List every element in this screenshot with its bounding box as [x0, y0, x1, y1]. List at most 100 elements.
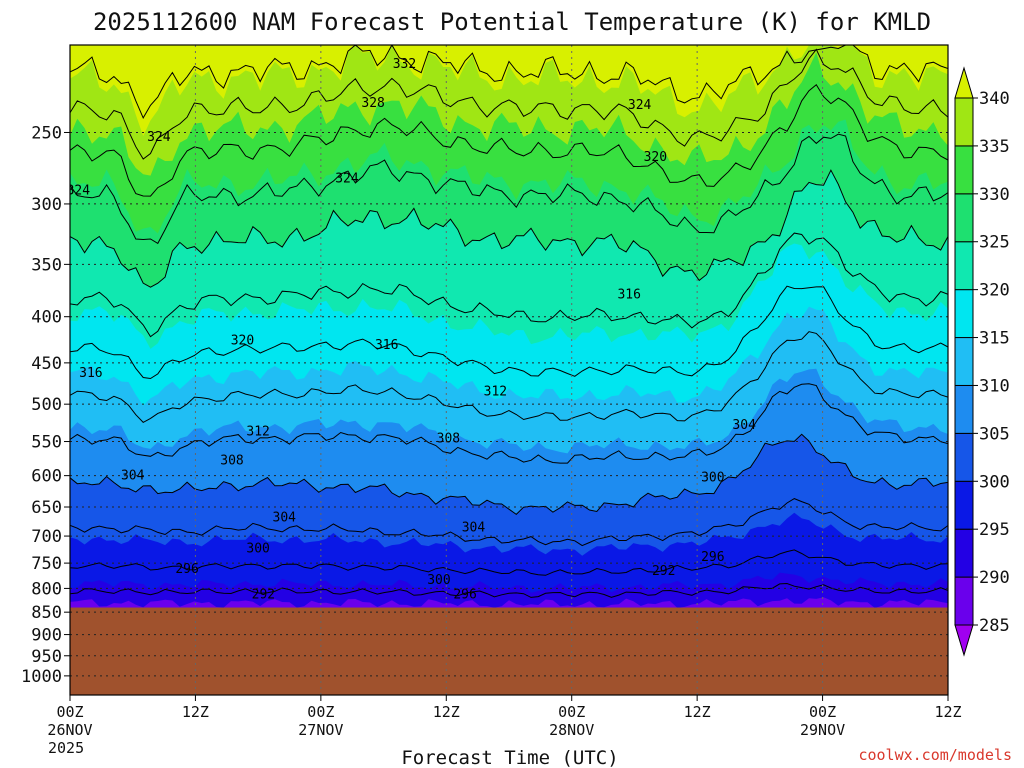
- contour-336: [70, 45, 948, 120]
- y-tick-label: 850: [31, 603, 62, 623]
- contour-320: [70, 169, 948, 288]
- y-tick-label: 350: [31, 255, 62, 275]
- contour-label: 324: [67, 184, 91, 199]
- contour-296: [70, 498, 948, 547]
- contour-324: [70, 133, 948, 245]
- y-tick-label: 650: [31, 498, 62, 518]
- colorbar: 285 290 295 300 305 310 315 320 325 330 335 340: [954, 66, 1010, 657]
- colorbar-segment: [954, 337, 974, 386]
- y-tick-label: 400: [31, 308, 62, 328]
- colorbar-label: 315: [979, 329, 1010, 349]
- colorbar-top-arrow: [954, 66, 974, 99]
- x-tick-label: 12Z: [934, 703, 961, 721]
- filled-contour-bands: [70, 45, 948, 695]
- contour-labels: 332 328 324 324 320 324 324 316 320 316 316 312 304 3…: [67, 57, 756, 603]
- colorbar-segment: [954, 384, 974, 434]
- contour-label: 304: [462, 521, 486, 536]
- colorbar-label: 335: [979, 137, 1010, 157]
- contour-label: 332: [393, 57, 416, 72]
- contour-300: [70, 433, 948, 516]
- x-tick-label: 12Z: [433, 703, 460, 721]
- chart-title: 2025112600 NAM Forecast Potential Temper…: [93, 8, 931, 36]
- colorbar-label: 300: [979, 472, 1010, 492]
- y-tick-label: 250: [31, 123, 62, 143]
- y-axis-ticks: 250 300 350 400 450 500 550 600 650 700 750 800 850 9…: [21, 123, 70, 687]
- contour-label: 316: [79, 366, 102, 381]
- colorbar-segment: [954, 528, 974, 578]
- x-axis-label: Forecast Time (UTC): [401, 747, 618, 768]
- x-tick-label: 28NOV: [549, 721, 594, 739]
- colorbar-label: 325: [979, 233, 1010, 253]
- contour-label: 324: [147, 130, 171, 145]
- contour-label: 300: [701, 471, 724, 486]
- x-tick-label: 26NOV: [47, 721, 92, 739]
- x-tick-label: 00Z: [56, 703, 83, 721]
- contour-label: 312: [246, 424, 269, 439]
- contour-label: 292: [652, 564, 675, 579]
- contour-label: 324: [628, 98, 652, 113]
- colorbar-segment: [954, 193, 974, 243]
- contour-328: [70, 83, 948, 197]
- x-tick-label: 00Z: [307, 703, 334, 721]
- y-tick-label: 600: [31, 467, 62, 487]
- contour-308: [70, 331, 948, 424]
- contour-label: 320: [644, 150, 667, 165]
- colorbar-segment: [954, 480, 974, 530]
- contour-label: 324: [335, 171, 359, 186]
- contour-label: 312: [484, 384, 507, 399]
- contour-label: 304: [732, 418, 756, 433]
- contour-288: [70, 582, 948, 598]
- x-tick-label: 29NOV: [800, 721, 845, 739]
- colorbar-label: 310: [979, 376, 1010, 396]
- contour-label: 316: [617, 288, 640, 303]
- x-tick-label: 12Z: [182, 703, 209, 721]
- colorbar-segment: [954, 145, 974, 195]
- contour-label: 292: [252, 588, 275, 603]
- y-tick-label: 1000: [21, 667, 62, 687]
- contour-label: 304: [273, 511, 297, 526]
- colorbar-label: 290: [979, 568, 1010, 588]
- y-tick-label: 900: [31, 626, 62, 646]
- colorbar-segment: [954, 97, 974, 147]
- plot-area: 332 328 324 324 320 324 324 316 320 316 316 312 304 3…: [67, 45, 948, 695]
- colorbar-bottom-arrow: [954, 624, 974, 657]
- colorbar-label: 305: [979, 424, 1010, 444]
- y-tick-label: 800: [31, 579, 62, 599]
- colorbar-label: 330: [979, 185, 1010, 205]
- contour-label: 308: [437, 432, 460, 447]
- x-tick-label: 2025: [48, 739, 84, 757]
- y-tick-label: 450: [31, 354, 62, 374]
- contour-lines: [70, 45, 948, 598]
- y-tick-label: 950: [31, 647, 62, 667]
- ground-below-surface: [70, 607, 948, 695]
- contour-316: [70, 232, 948, 338]
- x-tick-label: 27NOV: [298, 721, 343, 739]
- contour-label: 300: [427, 573, 450, 588]
- contour-label: 296: [453, 588, 476, 603]
- x-tick-label: 00Z: [558, 703, 585, 721]
- contour-label: 308: [220, 453, 243, 468]
- colorbar-label: 320: [979, 281, 1010, 301]
- x-tick-label: 12Z: [684, 703, 711, 721]
- colorbar-label: 295: [979, 520, 1010, 540]
- contour-label: 296: [175, 562, 198, 577]
- contour-label: 304: [121, 469, 145, 484]
- y-tick-label: 500: [31, 395, 62, 415]
- y-tick-label: 700: [31, 527, 62, 547]
- grid-lines: [70, 45, 948, 695]
- contour-label: 320: [231, 333, 254, 348]
- colorbar-segment: [954, 432, 974, 482]
- y-tick-label: 750: [31, 554, 62, 574]
- contour-312: [70, 285, 948, 380]
- colorbar-segment: [954, 289, 974, 339]
- colorbar-segment: [954, 576, 974, 626]
- x-tick-label: 00Z: [809, 703, 836, 721]
- contour-304: [70, 383, 948, 464]
- colorbar-segment: [954, 241, 974, 291]
- contour-label: 316: [375, 338, 398, 353]
- y-tick-label: 300: [31, 195, 62, 215]
- credit-text: coolwx.com/models: [858, 746, 1012, 764]
- colorbar-label: 285: [979, 616, 1010, 636]
- colorbar-label: 340: [979, 89, 1010, 109]
